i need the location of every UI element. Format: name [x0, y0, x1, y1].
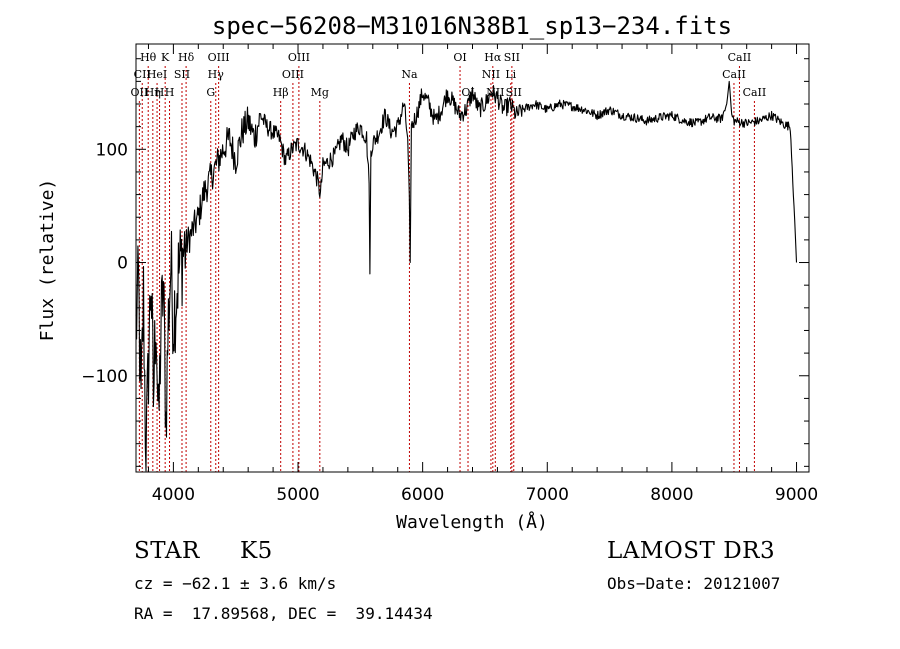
line-marker-label: SII — [174, 68, 190, 81]
line-marker-label: CaII — [722, 68, 746, 81]
chart-title: spec−56208−M31016N38B1_sp13−234.fits — [212, 12, 732, 40]
coordinates: RA = 17.89568, DEC = 39.14434 — [134, 604, 433, 623]
line-marker-labels: OII CII Hθ Hη HeI H K H SII Hδ G Hγ OIII Hβ OIII OIII Mg… — [131, 51, 767, 99]
x-tick-label: 4000 — [152, 485, 195, 505]
line-marker-label: Na — [401, 68, 418, 81]
y-tick-label: 0 — [117, 254, 128, 274]
line-marker-label: CII — [134, 68, 151, 81]
line-marker-label: OII — [131, 86, 149, 99]
line-marker-label: Hα — [484, 51, 502, 64]
x-axis-label: Wavelength (Å) — [396, 511, 548, 533]
x-tick-label: 7000 — [526, 485, 569, 505]
line-marker-label: Hθ — [140, 51, 157, 64]
x-tick-label: 8000 — [650, 485, 693, 505]
line-marker-label: OI — [453, 51, 466, 64]
line-marker-label: OIII — [288, 51, 310, 64]
plot-frame — [135, 43, 810, 473]
x-tick-label: 5000 — [276, 485, 319, 505]
x-tick-label: 6000 — [401, 485, 444, 505]
survey-name: LAMOST DR3 — [607, 538, 776, 564]
line-marker-label: Hγ — [208, 68, 225, 81]
y-tick-label: −100 — [81, 367, 128, 387]
line-markers — [138, 66, 755, 472]
line-marker-label: H — [155, 86, 165, 99]
y-tick-label: 100 — [96, 140, 128, 160]
line-marker-label: Li — [505, 68, 516, 81]
line-marker-label: Hδ — [178, 51, 195, 64]
spectrum-line — [135, 80, 798, 472]
line-marker-label: OIII — [208, 51, 230, 64]
object-class: STAR — [134, 538, 200, 564]
line-marker-label: CaII — [743, 86, 767, 99]
line-marker-label: HeI — [147, 68, 167, 81]
y-axis-label: Flux (relative) — [37, 179, 58, 342]
object-subclass: K5 — [240, 538, 273, 564]
observation-date: Obs−Date: 20121007 — [607, 574, 781, 593]
line-marker-label: Hη — [145, 86, 161, 99]
axis-ticks: 4000 5000 6000 7000 8000 9000 100 0 −100 — [81, 44, 818, 505]
line-marker-label: Mg — [311, 86, 329, 99]
line-marker-label: NII — [482, 68, 500, 81]
line-marker-label: OIII — [282, 68, 304, 81]
line-marker-label: G — [206, 86, 215, 99]
line-marker-label: Hβ — [273, 86, 289, 99]
x-tick-label: 9000 — [775, 485, 818, 505]
redshift-velocity: cz = −62.1 ± 3.6 km/s — [134, 574, 337, 593]
line-marker-label: SII — [506, 86, 522, 99]
line-marker-label: H — [165, 86, 175, 99]
line-marker-label: K — [161, 51, 170, 64]
line-marker-label: SII — [504, 51, 520, 64]
line-marker-label: CaII — [728, 51, 752, 64]
